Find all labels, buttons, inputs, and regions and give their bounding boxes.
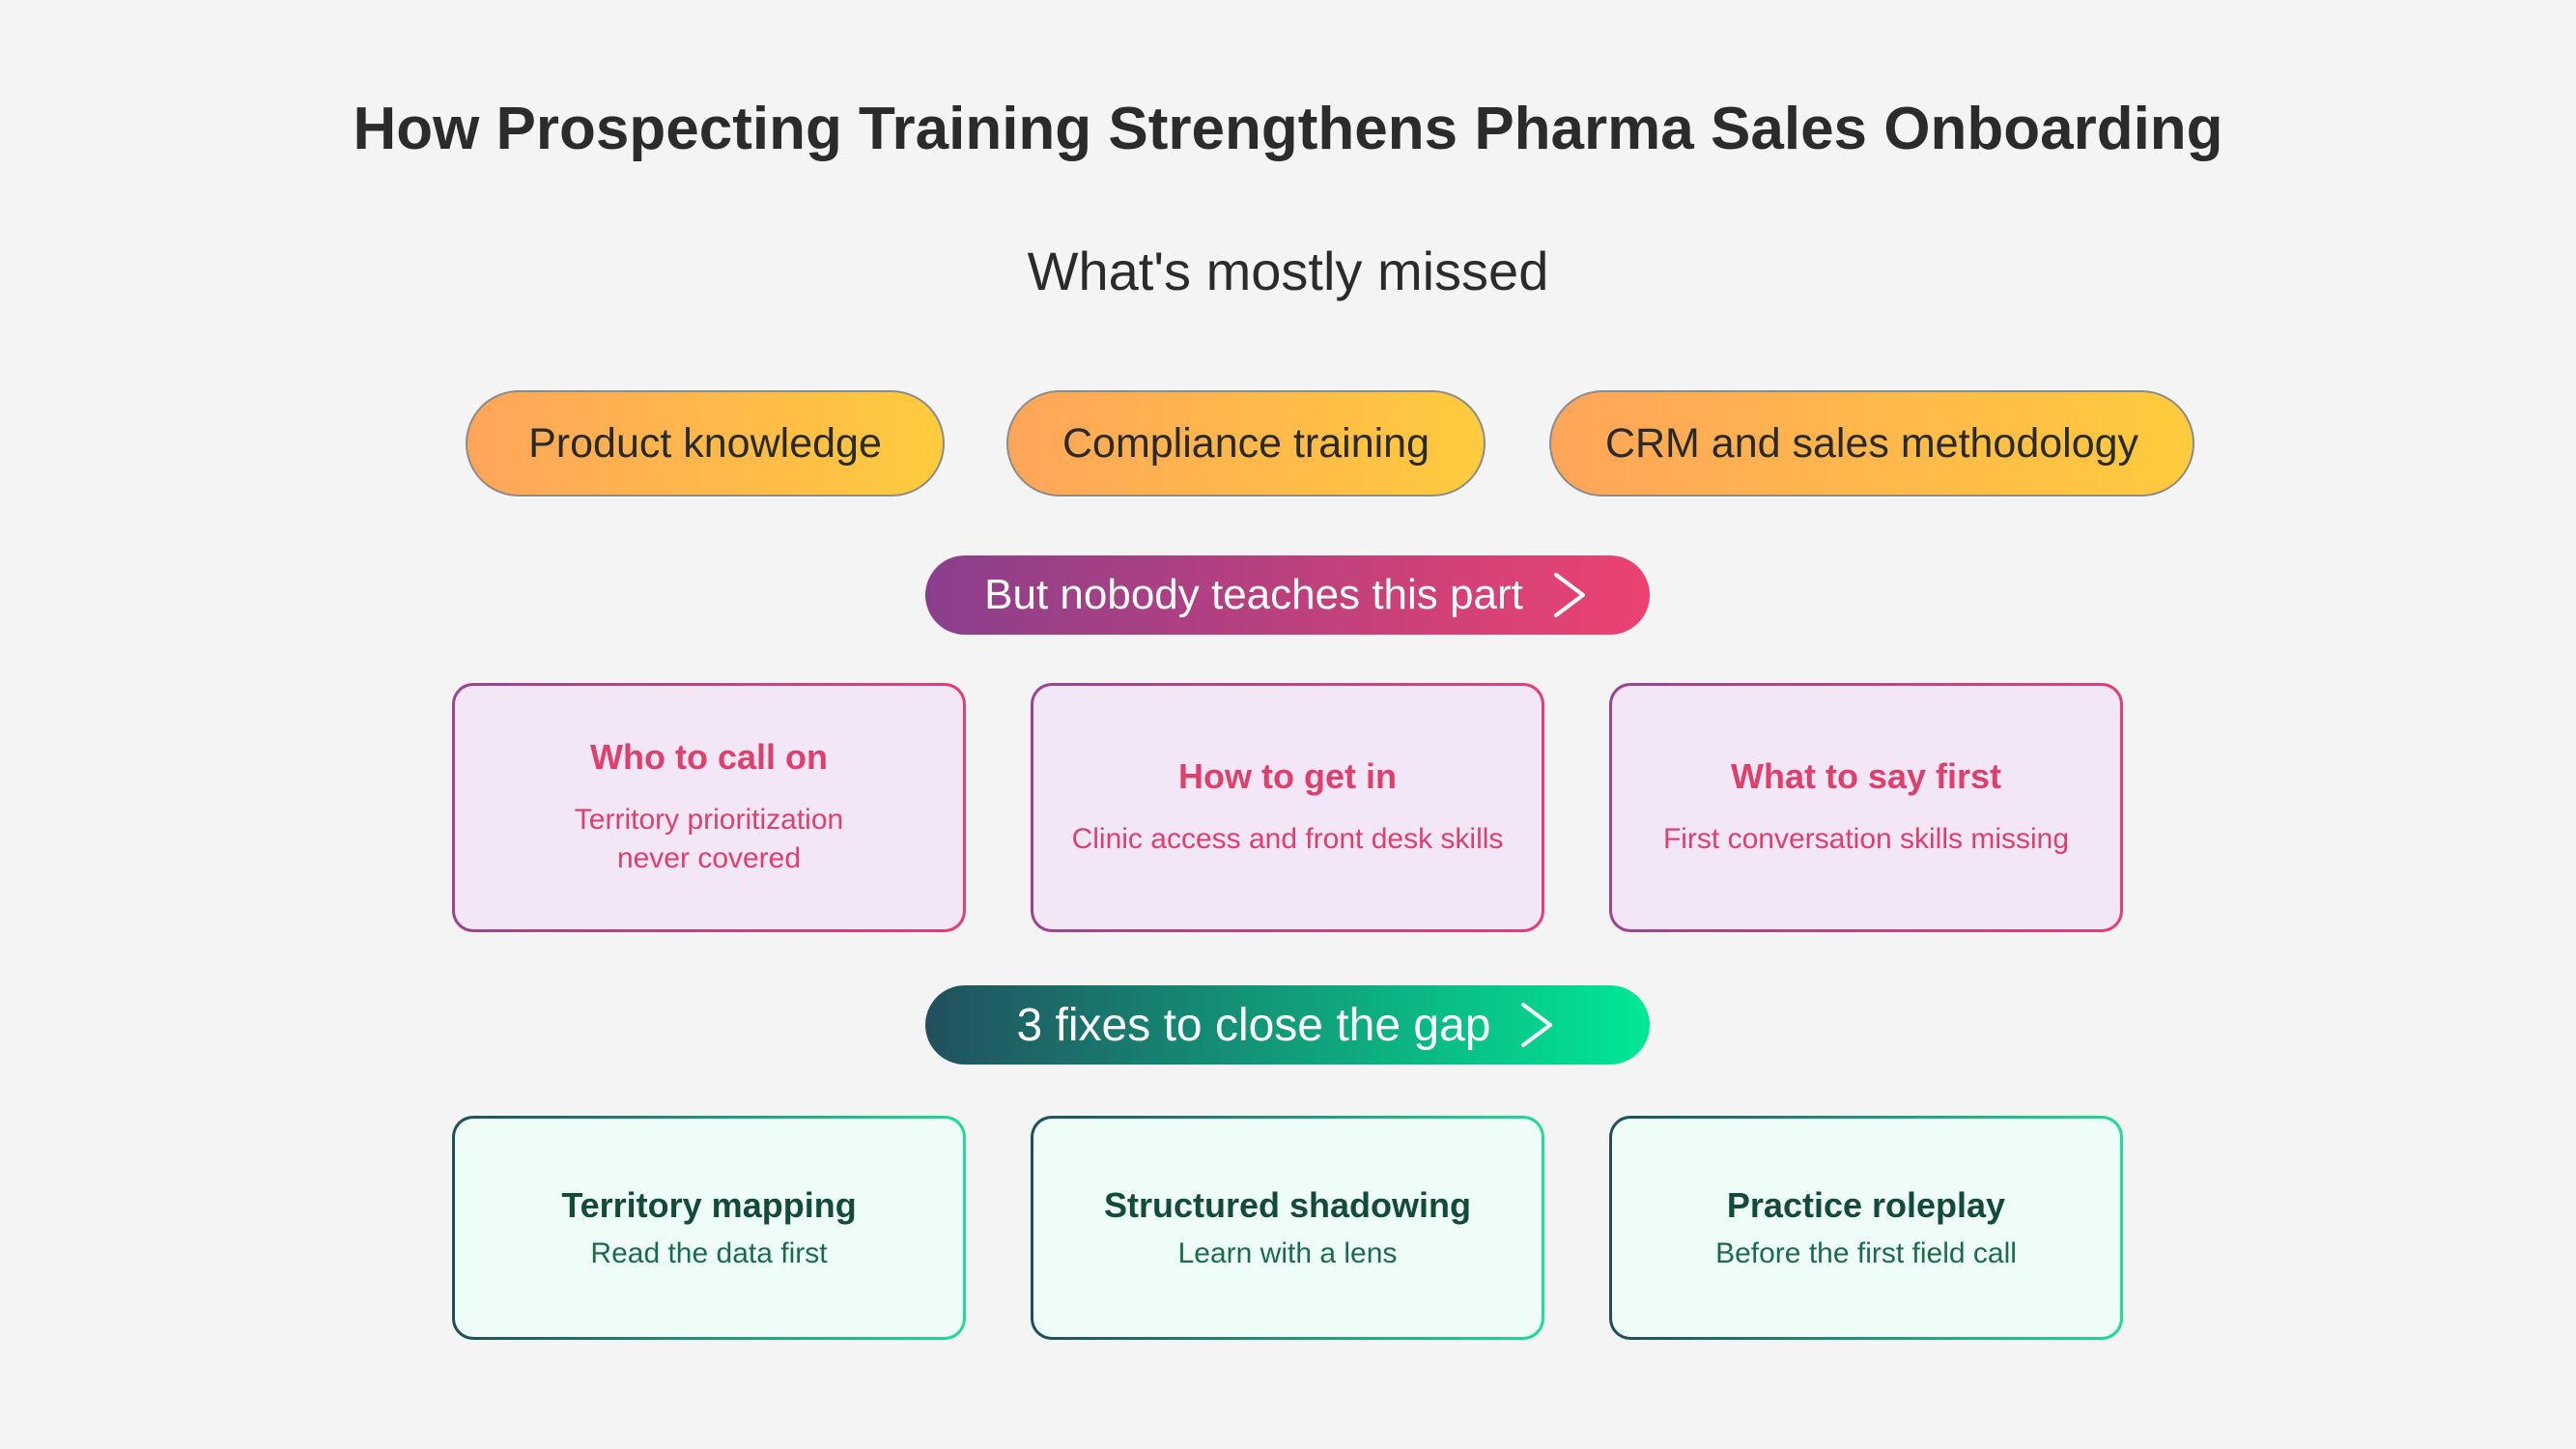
chevron-right-icon — [1553, 573, 1585, 617]
gap-card-description: Territory prioritization never covered — [575, 801, 843, 878]
fix-banner-label: 3 fixes to close the gap — [1016, 999, 1491, 1051]
fix-card-detail: Before the first field call — [1715, 1237, 2017, 1269]
gap-card-line: First conversation skills missing — [1662, 823, 2070, 855]
fix-card-detail: Read the data first — [590, 1237, 828, 1269]
section-subtitle: What's mostly missed — [1027, 241, 1549, 301]
gap-card-what-to-say: What to say first First conversation ski… — [1609, 683, 2123, 932]
gap-card-heading: Who to call on — [590, 737, 828, 777]
covered-topic-product-knowledge: Product knowledge — [466, 390, 945, 497]
gap-card-who-to-call: Who to call on Territory prioritization … — [452, 683, 966, 932]
gap-card-line: Clinic access and front desk skills — [1071, 823, 1504, 855]
fix-card-structured-shadowing: Structured shadowing Learn with a lens — [1031, 1116, 1544, 1340]
page-title: How Prospecting Training Strengthens Pha… — [353, 96, 2223, 162]
gap-card-line: never covered — [616, 842, 802, 874]
covered-topic-compliance-training: Compliance training — [1006, 390, 1486, 497]
gap-card-heading: What to say first — [1730, 756, 2002, 796]
covered-topic-crm-methodology: CRM and sales methodology — [1549, 390, 2194, 497]
gap-banner-label: But nobody teaches this part — [984, 571, 1523, 618]
fix-card-heading: Practice roleplay — [1726, 1185, 2006, 1225]
gap-banner: But nobody teaches this part — [925, 555, 1650, 635]
gap-card-how-to-get-in: How to get in Clinic access and front de… — [1031, 683, 1544, 932]
fix-card-practice-roleplay: Practice roleplay Before the first field… — [1609, 1116, 2123, 1340]
fix-card-heading: Territory mapping — [561, 1185, 857, 1225]
fix-banner: 3 fixes to close the gap — [925, 985, 1650, 1065]
fix-card-heading: Structured shadowing — [1103, 1185, 1472, 1225]
fix-card-detail: Learn with a lens — [1177, 1237, 1398, 1269]
fix-card-territory-mapping: Territory mapping Read the data first — [452, 1116, 966, 1340]
gap-card-heading: How to get in — [1178, 756, 1397, 796]
gap-card-line: Territory prioritization — [574, 804, 844, 836]
gap-card-description: First conversation skills missing — [1663, 820, 2069, 859]
gap-card-description: Clinic access and front desk skills — [1072, 820, 1504, 859]
chevron-right-icon — [1521, 1003, 1553, 1047]
